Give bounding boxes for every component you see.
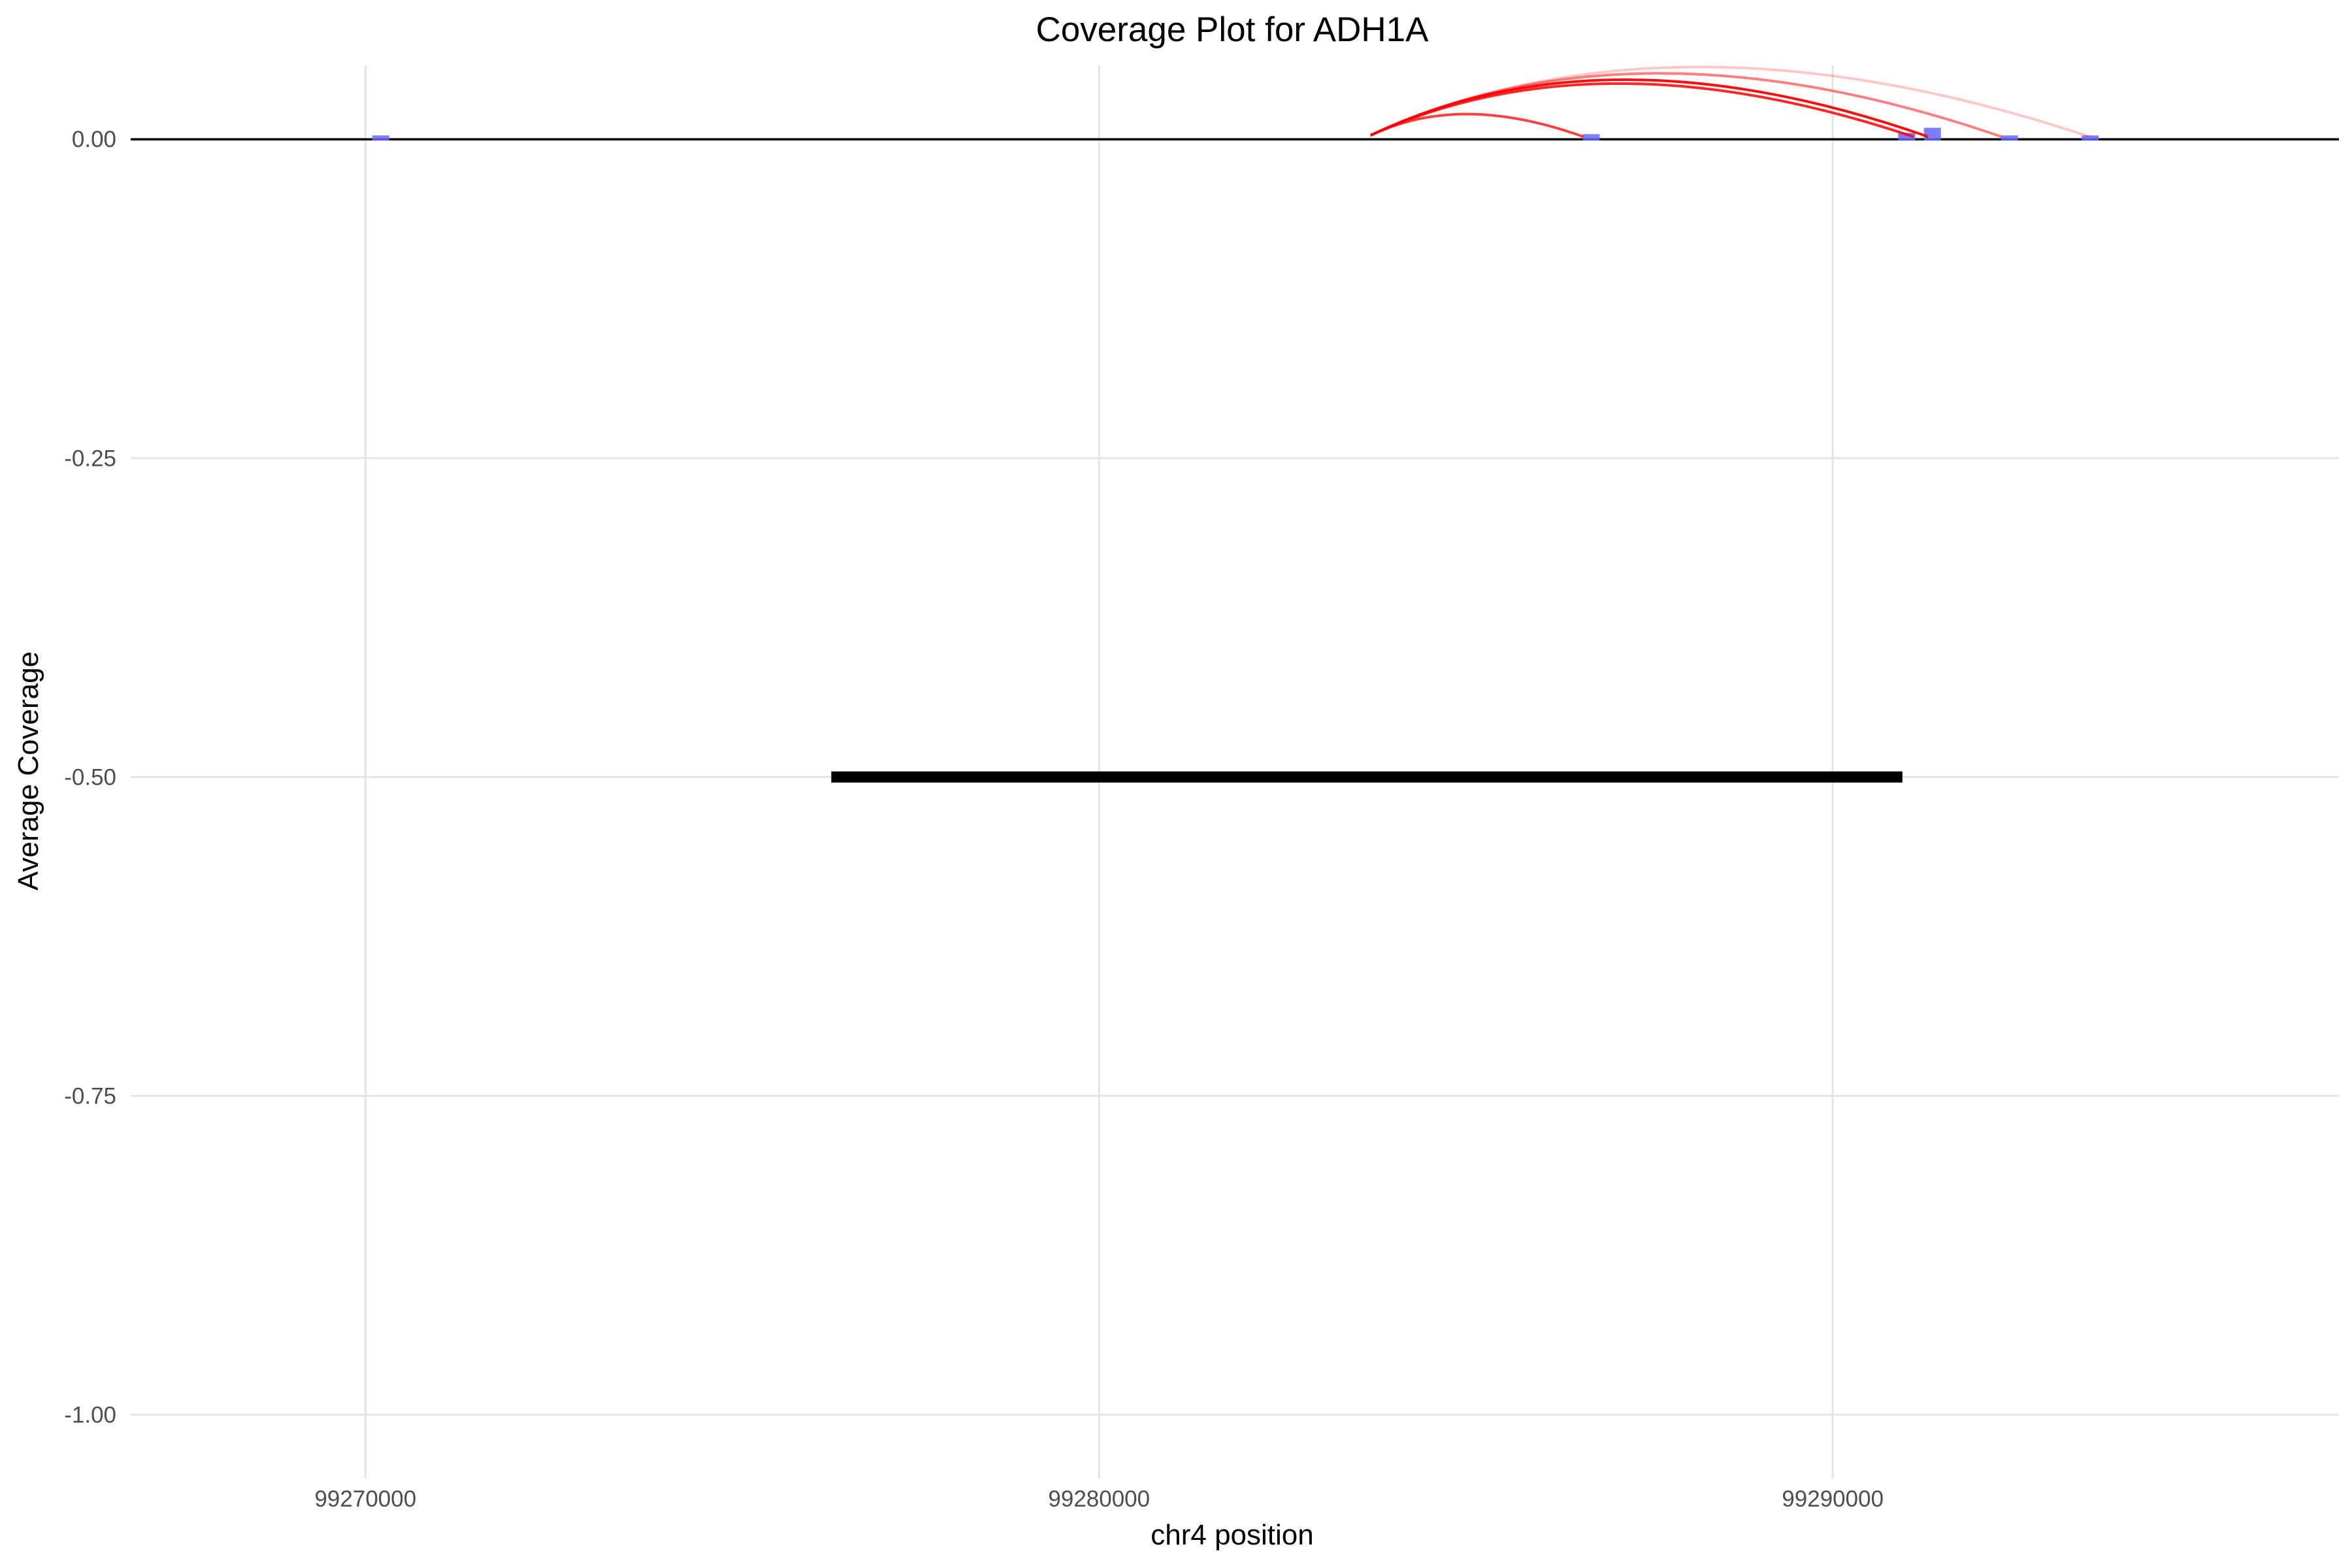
x-tick-label-0: 99270000 [314,1486,416,1512]
y-axis-title: Average Coverage [12,651,44,890]
junction-arcs [1369,65,2090,139]
y-tick-label-2: -0.50 [64,764,116,790]
y-tick-label-3: -0.75 [64,1083,116,1109]
y-axis-ticks: 0.00 -0.25 -0.50 -0.75 -1.00 [64,127,116,1428]
x-tick-label-2: 99290000 [1782,1486,1884,1512]
x-axis-title: chr4 position [1151,1519,1313,1551]
junction-arc-4 [1369,65,2090,139]
coverage-mark-5 [2082,135,2099,141]
chart-title: Coverage Plot for ADH1A [1036,10,1429,49]
x-axis-ticks: 99270000 99280000 99290000 [314,1486,1884,1512]
coverage-mark-3 [1923,127,1941,141]
x-tick-label-1: 99280000 [1048,1486,1150,1512]
junction-arc-1 [1369,78,1929,139]
coverage-mark-2 [1898,133,1916,141]
junction-arc-3 [1369,72,2002,139]
coverage-mark-0 [372,135,389,141]
y-tick-label-0: 0.00 [72,127,116,152]
junction-arc-0 [1369,112,1584,139]
junction-arc-2 [1369,82,1914,139]
coverage-marks [372,127,2099,141]
coverage-mark-1 [1582,134,1600,141]
coverage-mark-4 [2001,135,2018,141]
y-tick-label-4: -1.00 [64,1402,116,1428]
y-tick-label-1: -0.25 [64,446,116,471]
